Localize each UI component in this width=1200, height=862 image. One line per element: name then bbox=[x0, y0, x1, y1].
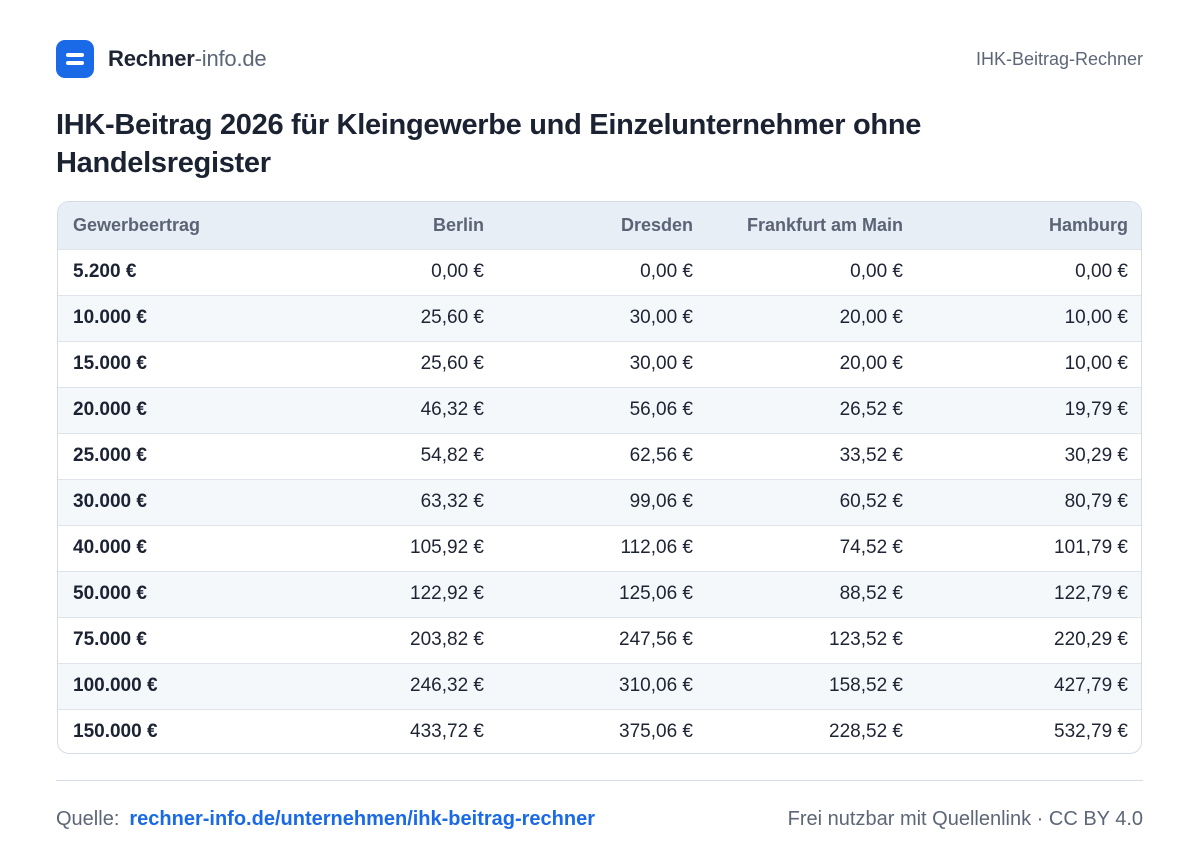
table-cell-value: 54,82 € bbox=[420, 445, 484, 466]
table-cell-gewerbeertrag: 75.000 € bbox=[73, 629, 147, 650]
table-cell-gewerbeertrag: 150.000 € bbox=[73, 721, 158, 743]
table-row: 40.000 € 105,92 € 112,06 € 74,52 € 101,79 € bbox=[58, 525, 1141, 571]
table-cell-gewerbeertrag: 20.000 € bbox=[73, 399, 147, 420]
table-cell-value: 433,72 € bbox=[410, 721, 484, 743]
column-header-berlin: Berlin bbox=[432, 214, 484, 235]
table-row: 150.000 € 433,72 € 375,06 € 228,52 € 532,79 … bbox=[58, 709, 1141, 753]
brand-name: Rechner-info.de bbox=[108, 46, 267, 72]
table-cell-value: 10,00 € bbox=[1064, 353, 1128, 374]
table-cell-value: 112,06 € bbox=[620, 537, 693, 558]
table-cell-value: 10,00 € bbox=[1064, 307, 1128, 328]
table-cell-value: 310,06 € bbox=[619, 675, 693, 696]
table-cell-value: 101,79 € bbox=[1054, 537, 1128, 558]
brand[interactable]: Rechner-info.de bbox=[56, 40, 267, 78]
table-row: 15.000 € 25,60 € 30,00 € 20,00 € 10,00 € bbox=[58, 341, 1141, 387]
brand-name-strong: Rechner bbox=[108, 46, 195, 71]
table-row: 25.000 € 54,82 € 62,56 € 33,52 € 30,29 € bbox=[58, 433, 1141, 479]
table-cell-gewerbeertrag: 50.000 € bbox=[73, 583, 147, 604]
column-header-frankfurt: Frankfurt am Main bbox=[746, 214, 903, 235]
table-cell-value: 246,32 € bbox=[410, 675, 484, 696]
fee-table-container: Gewerbeertrag Berlin Dresden Frankfurt a… bbox=[57, 201, 1142, 754]
table-cell-value: 30,00 € bbox=[629, 307, 693, 328]
calculator-logo-icon bbox=[56, 40, 94, 78]
table-cell-value: 60,52 € bbox=[839, 491, 903, 512]
column-header-hamburg: Hamburg bbox=[1048, 214, 1128, 235]
table-row: 5.200 € 0,00 € 0,00 € 0,00 € 0,00 € bbox=[58, 249, 1141, 295]
table-cell-value: 228,52 € bbox=[829, 721, 903, 743]
source-link[interactable]: rechner-info.de/unternehmen/ihk-beitrag-… bbox=[129, 807, 596, 830]
source-label: Quelle: bbox=[56, 807, 120, 830]
table-cell-value: 19,79 € bbox=[1064, 399, 1128, 420]
table-cell-gewerbeertrag: 100.000 € bbox=[73, 675, 158, 696]
table-cell-gewerbeertrag: 40.000 € bbox=[73, 537, 147, 558]
source: Quelle: rechner-info.de/unternehmen/ihk-b… bbox=[56, 808, 595, 831]
table-cell-value: 25,60 € bbox=[420, 307, 484, 328]
table-header-row: Gewerbeertrag Berlin Dresden Frankfurt a… bbox=[58, 202, 1141, 249]
table-cell-value: 122,79 € bbox=[1054, 583, 1128, 604]
brand-name-light: -info.de bbox=[194, 46, 267, 71]
fee-table: Gewerbeertrag Berlin Dresden Frankfurt a… bbox=[58, 202, 1141, 753]
table-cell-value: 80,79 € bbox=[1064, 491, 1128, 512]
table-cell-value: 33,52 € bbox=[839, 445, 903, 466]
table-cell-value: 30,29 € bbox=[1064, 445, 1128, 466]
table-row: 20.000 € 46,32 € 56,06 € 26,52 € 19,79 € bbox=[58, 387, 1141, 433]
page-category: IHK-Beitrag-Rechner bbox=[975, 48, 1143, 69]
table-row: 75.000 € 203,82 € 247,56 € 123,52 € 220,29 € bbox=[58, 617, 1141, 663]
table-cell-value: 25,60 € bbox=[420, 353, 484, 374]
table-cell-value: 0,00 € bbox=[640, 261, 693, 282]
table-cell-value: 158,52 € bbox=[829, 675, 903, 696]
table-cell-value: 46,32 € bbox=[420, 399, 484, 420]
table-cell-value: 56,06 € bbox=[629, 399, 693, 420]
table-cell-value: 220,29 € bbox=[1054, 629, 1128, 650]
table-row: 10.000 € 25,60 € 30,00 € 20,00 € 10,00 € bbox=[58, 295, 1141, 341]
table-row: 100.000 € 246,32 € 310,06 € 158,52 € 427,79 … bbox=[58, 663, 1141, 709]
page-title: IHK-Beitrag 2026 für Kleingewerbe und Ei… bbox=[56, 109, 922, 179]
table-body: 5.200 € 0,00 € 0,00 € 0,00 € 0,00 € 10.000 € 2… bbox=[58, 249, 1141, 753]
table-cell-gewerbeertrag: 25.000 € bbox=[73, 445, 147, 466]
table-cell-value: 122,92 € bbox=[410, 583, 484, 604]
license-text: Frei nutzbar mit Quellenlink · CC BY 4.0 bbox=[787, 807, 1143, 830]
table-cell-value: 20,00 € bbox=[839, 307, 903, 328]
top-bar: Rechner-info.de IHK-Beitrag-Rechner bbox=[56, 40, 1143, 78]
table-cell-value: 123,52 € bbox=[829, 629, 903, 650]
footer: Quelle: rechner-info.de/unternehmen/ihk-b… bbox=[56, 805, 1143, 833]
table-cell-value: 375,06 € bbox=[619, 721, 693, 743]
table-row: 30.000 € 63,32 € 99,06 € 60,52 € 80,79 € bbox=[58, 479, 1141, 525]
column-header-gewerbeertrag: Gewerbeertrag bbox=[73, 214, 201, 235]
table-cell-value: 427,79 € bbox=[1054, 675, 1128, 696]
table-cell-value: 74,52 € bbox=[839, 537, 903, 558]
table-cell-value: 0,00 € bbox=[431, 261, 484, 282]
table-cell-value: 20,00 € bbox=[839, 353, 903, 374]
footer-divider bbox=[56, 780, 1143, 781]
table-row: 50.000 € 122,92 € 125,06 € 88,52 € 122,79 € bbox=[58, 571, 1141, 617]
table-cell-value: 0,00 € bbox=[850, 261, 903, 282]
table-cell-value: 62,56 € bbox=[629, 445, 693, 466]
table-cell-gewerbeertrag: 5.200 € bbox=[73, 261, 137, 282]
table-cell-value: 88,52 € bbox=[839, 583, 903, 604]
table-cell-value: 26,52 € bbox=[839, 399, 903, 420]
table-cell-value: 30,00 € bbox=[629, 353, 693, 374]
table-cell-gewerbeertrag: 30.000 € bbox=[73, 491, 147, 512]
table-cell-value: 203,82 € bbox=[410, 629, 484, 650]
table-cell-value: 0,00 € bbox=[1075, 261, 1128, 282]
table-cell-value: 105,92 € bbox=[410, 537, 484, 558]
table-cell-gewerbeertrag: 10.000 € bbox=[73, 307, 147, 328]
table-cell-value: 63,32 € bbox=[420, 491, 484, 512]
table-cell-value: 99,06 € bbox=[629, 491, 693, 512]
column-header-dresden: Dresden bbox=[620, 214, 693, 235]
table-cell-value: 532,79 € bbox=[1054, 721, 1128, 743]
table-cell-value: 247,56 € bbox=[619, 629, 693, 650]
table-cell-value: 125,06 € bbox=[619, 583, 693, 604]
table-cell-gewerbeertrag: 15.000 € bbox=[73, 353, 147, 374]
